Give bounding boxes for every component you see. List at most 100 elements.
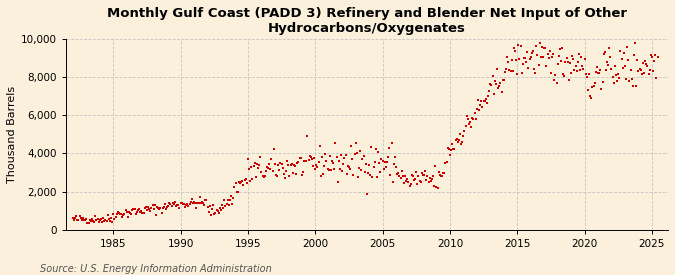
Point — [620, 64, 630, 69]
Point — [153, 206, 163, 210]
Point — [128, 207, 139, 211]
Point — [468, 116, 479, 121]
Point — [481, 97, 491, 101]
Point — [439, 171, 450, 175]
Point — [68, 216, 78, 221]
Point — [569, 68, 580, 72]
Point — [161, 207, 171, 211]
Point — [651, 76, 661, 80]
Point — [637, 72, 647, 76]
Point — [379, 160, 390, 164]
Point — [365, 173, 376, 177]
Point — [529, 67, 539, 71]
Point — [406, 173, 417, 177]
Point — [625, 68, 636, 72]
Point — [242, 181, 252, 185]
Point — [544, 48, 555, 53]
Point — [186, 196, 197, 201]
Point — [107, 220, 117, 224]
Point — [219, 198, 230, 202]
Point — [435, 174, 446, 178]
Point — [130, 211, 141, 216]
Point — [355, 149, 366, 153]
Point — [220, 204, 231, 208]
Point — [535, 41, 545, 45]
Point — [491, 82, 502, 86]
Point — [437, 174, 448, 178]
Point — [547, 55, 558, 59]
Point — [313, 160, 324, 164]
Point — [387, 179, 398, 184]
Point — [267, 169, 278, 173]
Point — [140, 205, 151, 209]
Point — [398, 181, 409, 186]
Point — [222, 198, 233, 202]
Point — [178, 202, 188, 206]
Point — [71, 214, 82, 218]
Point — [389, 155, 400, 160]
Point — [518, 62, 529, 66]
Point — [525, 55, 536, 59]
Point — [466, 124, 477, 129]
Point — [464, 122, 475, 126]
Point — [641, 62, 651, 67]
Point — [247, 177, 258, 181]
Point — [357, 156, 368, 161]
Point — [448, 147, 459, 151]
Point — [506, 58, 517, 62]
Point — [541, 64, 552, 68]
Point — [471, 106, 482, 111]
Point — [606, 67, 617, 71]
Point — [164, 200, 175, 205]
Point — [461, 114, 472, 119]
Point — [319, 163, 329, 168]
Point — [405, 182, 416, 186]
Point — [169, 200, 180, 204]
Point — [605, 55, 616, 59]
Point — [588, 83, 599, 88]
Point — [113, 211, 124, 216]
Point — [315, 174, 326, 178]
Point — [122, 210, 132, 214]
Point — [202, 204, 213, 209]
Point — [120, 208, 131, 212]
Point — [238, 183, 249, 187]
Point — [596, 87, 607, 92]
Point — [613, 72, 624, 76]
Point — [545, 71, 556, 75]
Point — [228, 196, 239, 200]
Point — [481, 101, 492, 105]
Point — [567, 54, 578, 58]
Point — [478, 99, 489, 103]
Point — [293, 160, 304, 164]
Point — [450, 138, 461, 142]
Point — [373, 150, 383, 154]
Point — [442, 146, 453, 150]
Point — [483, 94, 493, 98]
Point — [604, 46, 615, 51]
Point — [108, 212, 119, 216]
Point — [635, 68, 646, 73]
Point — [250, 175, 261, 180]
Point — [576, 55, 587, 60]
Point — [540, 46, 551, 51]
Point — [531, 43, 542, 48]
Point — [626, 77, 637, 81]
Point — [472, 98, 483, 102]
Point — [383, 155, 394, 159]
Point — [562, 60, 573, 64]
Point — [532, 53, 543, 57]
Point — [452, 140, 463, 144]
Point — [542, 52, 553, 57]
Point — [302, 134, 313, 139]
Point — [611, 73, 622, 77]
Point — [443, 147, 454, 152]
Point — [95, 218, 105, 223]
Point — [623, 58, 634, 62]
Point — [470, 117, 481, 121]
Point — [157, 206, 168, 211]
Point — [639, 71, 649, 75]
Point — [508, 46, 519, 50]
Point — [295, 155, 306, 160]
Point — [109, 217, 119, 221]
